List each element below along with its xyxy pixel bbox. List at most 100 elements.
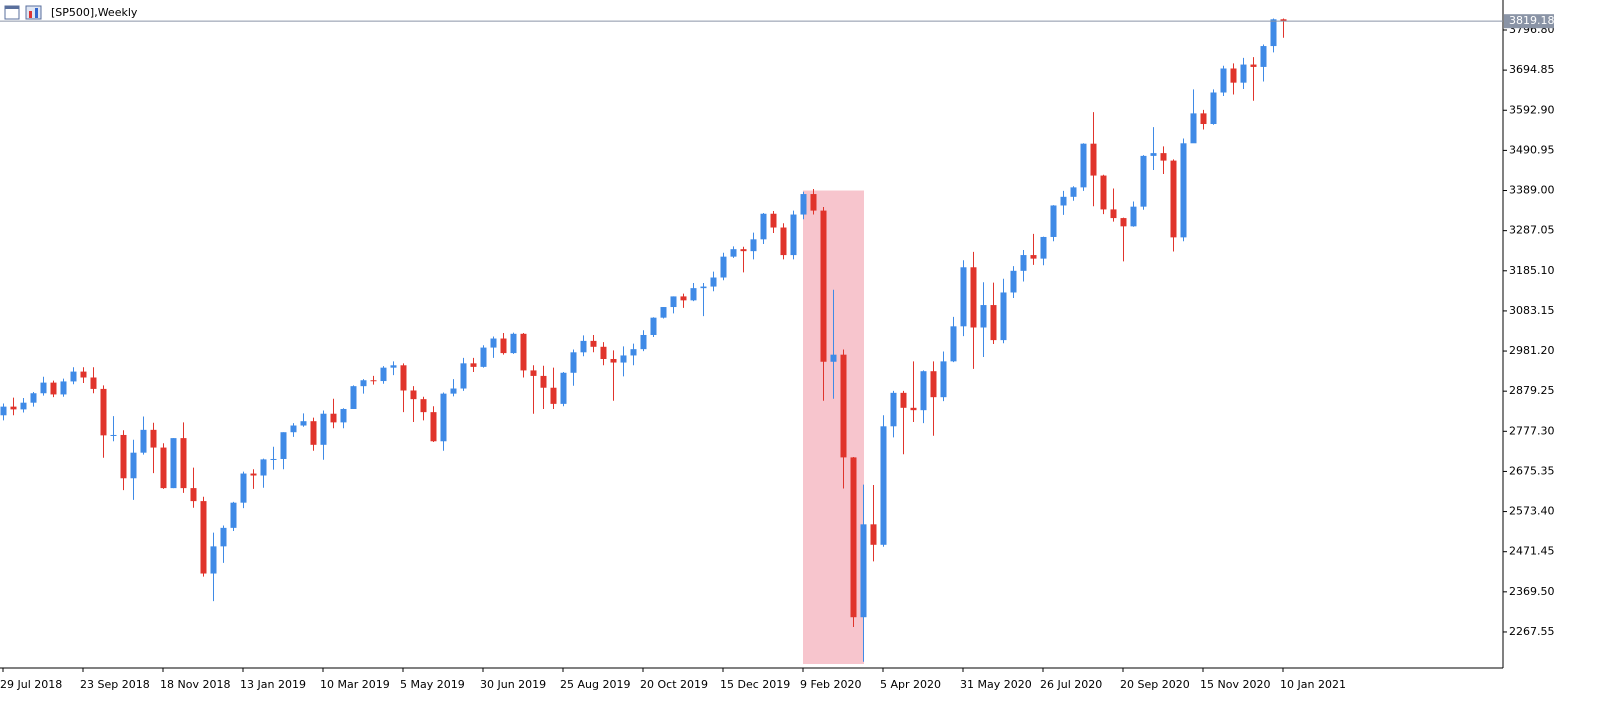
- candle-body: [740, 249, 747, 252]
- y-tick-label: 2471.45: [1509, 545, 1555, 558]
- candle-body: [210, 546, 217, 574]
- candle-body: [390, 365, 397, 368]
- y-tick-label: 2777.30: [1509, 424, 1555, 437]
- candle-body: [860, 524, 867, 618]
- candle-body: [980, 305, 987, 328]
- candle-body: [600, 346, 607, 359]
- y-tick-label: 3490.95: [1509, 143, 1555, 156]
- candle-body: [760, 213, 767, 240]
- candle-body: [500, 338, 507, 354]
- y-tick-label: 2573.40: [1509, 505, 1555, 518]
- candle-body: [670, 296, 677, 308]
- y-tick-label: 3185.10: [1509, 264, 1555, 277]
- candle-body: [230, 502, 237, 528]
- candles: [0, 18, 1287, 662]
- candle-body: [1030, 255, 1037, 259]
- candle-body: [570, 352, 577, 373]
- candle-body: [900, 392, 907, 408]
- chart-title: [SP500],Weekly: [51, 6, 138, 19]
- y-tick-label: 3592.90: [1509, 103, 1555, 116]
- candle-body: [1140, 155, 1147, 207]
- candle-body: [160, 447, 167, 489]
- candle-body: [920, 371, 927, 411]
- last-price-box: [1504, 14, 1554, 29]
- candle-body: [1110, 209, 1117, 219]
- candle-body: [90, 377, 97, 389]
- candle-body: [1100, 175, 1107, 210]
- x-tick-label: 13 Jan 2019: [240, 678, 306, 691]
- x-tick-label: 20 Sep 2020: [1120, 678, 1190, 691]
- candle-body: [240, 473, 247, 503]
- candle-body: [970, 267, 977, 328]
- y-tick-label: 2879.25: [1509, 384, 1555, 397]
- candle-body: [690, 288, 697, 301]
- candle-body: [930, 371, 937, 398]
- x-tick-label: 18 Nov 2018: [160, 678, 230, 691]
- candle-body: [530, 370, 537, 376]
- candle-body: [200, 501, 207, 574]
- candle-body: [400, 365, 407, 391]
- candle-body: [1090, 143, 1097, 176]
- candle-body: [590, 340, 597, 347]
- candle-body: [260, 459, 267, 476]
- candle-body: [840, 354, 847, 458]
- candle-body: [1060, 196, 1067, 206]
- candle-body: [700, 286, 707, 289]
- candle-body: [100, 388, 107, 436]
- candle-body: [790, 214, 797, 256]
- icon: [29, 11, 32, 18]
- candle-body: [890, 392, 897, 427]
- candle-body: [1250, 64, 1257, 67]
- candle-body: [1260, 46, 1267, 67]
- candle-body: [350, 386, 357, 409]
- candle-body: [10, 406, 17, 410]
- candle-body: [450, 388, 457, 394]
- candle-body: [630, 349, 637, 356]
- candle-body: [1270, 19, 1277, 47]
- candle-body: [780, 227, 787, 256]
- candle-body: [130, 452, 137, 479]
- candle-body: [420, 399, 427, 413]
- candle-body: [540, 375, 547, 388]
- x-tick-label: 30 Jun 2019: [480, 678, 546, 691]
- x-tick-label: 5 Apr 2020: [880, 678, 941, 691]
- candle-body: [410, 390, 417, 400]
- candle-body: [320, 413, 327, 445]
- candle-body: [280, 432, 287, 459]
- candle-body: [730, 249, 737, 257]
- x-tick-label: 29 Jul 2018: [0, 678, 62, 691]
- candle-body: [830, 354, 837, 362]
- candle-body: [1200, 113, 1207, 124]
- candle-body: [1000, 292, 1007, 341]
- candle-body: [470, 363, 477, 367]
- x-tick-label: 26 Jul 2020: [1040, 678, 1102, 691]
- candle-body: [820, 210, 827, 362]
- title-icons: [4, 5, 42, 20]
- candle-body: [1180, 143, 1187, 238]
- candle-body: [580, 340, 587, 353]
- candle-body: [810, 194, 817, 211]
- y-tick-label: 3389.00: [1509, 184, 1555, 197]
- candle-body: [910, 407, 917, 411]
- candle-body: [460, 363, 467, 389]
- candle-body: [1160, 153, 1167, 161]
- candle-body: [120, 434, 127, 479]
- candle-body: [170, 438, 177, 489]
- candle-body: [80, 371, 87, 378]
- y-tick-label: 2675.35: [1509, 464, 1555, 477]
- candle-body: [610, 358, 617, 363]
- candle-body: [1220, 68, 1227, 93]
- candle-body: [720, 256, 727, 278]
- candle-body: [140, 429, 147, 453]
- candle-body: [1120, 218, 1127, 227]
- y-tick-label: 2981.20: [1509, 344, 1555, 357]
- candle-body: [550, 387, 557, 404]
- candle-body: [220, 527, 227, 547]
- candle-body: [370, 380, 377, 382]
- candle-body: [340, 408, 347, 423]
- candle-body: [1230, 68, 1237, 83]
- x-tick-label: 20 Oct 2019: [640, 678, 708, 691]
- candle-body: [430, 412, 437, 442]
